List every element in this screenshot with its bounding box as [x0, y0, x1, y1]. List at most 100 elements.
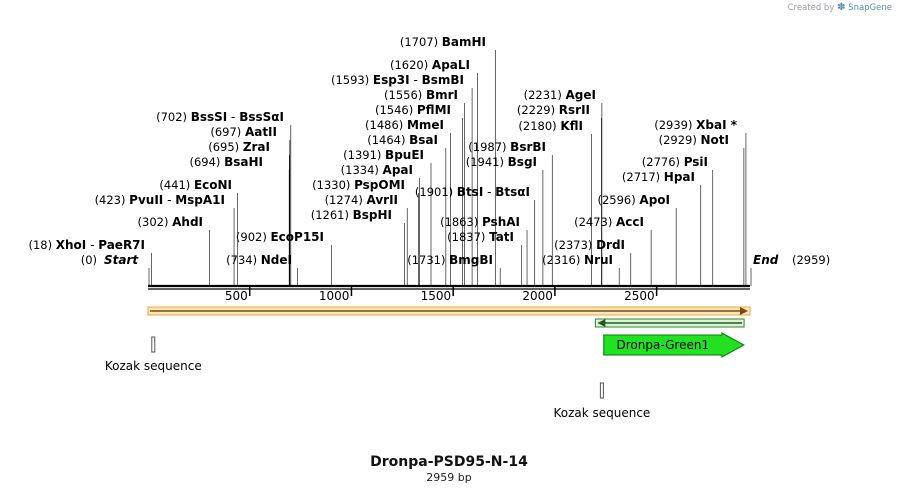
site-label[interactable]: (1837) TatI: [447, 230, 514, 244]
restriction-site[interactable]: (2180) KflI: [518, 119, 592, 285]
restriction-site[interactable]: (1274) AvrII: [325, 193, 408, 285]
restriction-site[interactable]: (734) NdeI: [226, 253, 298, 285]
restriction-site[interactable]: (1987) BsrBI: [468, 140, 553, 285]
site-label[interactable]: (302) AhdI: [138, 215, 203, 229]
site-label[interactable]: (1620) ApaLI: [390, 58, 470, 72]
restriction-site[interactable]: (695) ZraI: [208, 140, 290, 285]
cds-arrow[interactable]: [603, 332, 745, 358]
site-label[interactable]: (1391) BpuEI: [343, 148, 424, 162]
site-label[interactable]: (734) NdeI: [226, 253, 292, 267]
site-label[interactable]: (2316) NruI: [542, 253, 613, 267]
restriction-site[interactable]: (2316) NruI: [542, 253, 620, 285]
site-position: (1593): [331, 73, 373, 87]
site-label[interactable]: (1261) BspHI: [311, 208, 392, 222]
site-label[interactable]: (1987) BsrBI: [468, 140, 546, 154]
restriction-site[interactable]: (2596) ApoI: [598, 193, 677, 285]
site-label[interactable]: (1593) Esp3I - BsmBI: [331, 73, 464, 87]
site-label[interactable]: (2473) AccI: [574, 215, 644, 229]
feature-dronpa-green1[interactable]: Dronpa-Green1: [603, 332, 745, 358]
restriction-site[interactable]: (1901) BtsI - BtsαI: [415, 185, 536, 285]
restriction-site[interactable]: (1731) BmgBI: [407, 253, 501, 285]
restriction-site[interactable]: (1261) BspHI: [311, 208, 405, 285]
restriction-site[interactable]: (1941) BsgI: [466, 155, 544, 285]
site-label[interactable]: (1863) PshAI: [440, 215, 520, 229]
site-position: (1863): [440, 215, 482, 229]
restriction-site[interactable]: (1486) MmeI: [365, 118, 451, 285]
site-label[interactable]: (423) PvuII - MspA1I: [95, 193, 225, 207]
restriction-site[interactable]: (1464) BsaI: [367, 133, 447, 285]
site-label[interactable]: (902) EcoP15I: [236, 230, 324, 244]
restriction-site[interactable]: (2373) DrdI: [554, 238, 632, 285]
restriction-site[interactable]: (2776) PsiI: [642, 155, 714, 285]
restriction-site[interactable]: (1334) ApaI: [341, 163, 420, 285]
site-enzyme-name: AccI: [616, 215, 644, 229]
site-name-separator: -: [163, 193, 175, 207]
site-label[interactable]: (1546) PflMI: [375, 103, 451, 117]
site-label[interactable]: (694) BsaHI: [190, 155, 264, 169]
site-label[interactable]: (18) XhoI - PaeR7I: [28, 238, 145, 252]
site-label[interactable]: (695) ZraI: [208, 140, 270, 154]
site-label[interactable]: (1731) BmgBI: [407, 253, 493, 267]
restriction-site[interactable]: (2939) XbaI *: [654, 118, 747, 285]
orf-arrow-head: [740, 307, 748, 315]
restriction-site[interactable]: (702) BssSI - BssSαI: [156, 110, 292, 285]
site-label[interactable]: (2373) DrdI: [554, 238, 625, 252]
end-position: (2959): [792, 253, 830, 267]
restriction-site[interactable]: (1863) PshAI: [440, 215, 528, 285]
site-label[interactable]: (1334) ApaI: [341, 163, 413, 177]
restriction-site[interactable]: (1330) PspOMI: [312, 178, 419, 285]
site-label[interactable]: (2231) AgeI: [524, 88, 596, 102]
site-enzyme-name: BsaHI: [224, 155, 263, 169]
ruler-tick-label: 1500: [421, 289, 452, 303]
restriction-site[interactable]: (441) EcoNI: [159, 178, 239, 285]
restriction-site[interactable]: (2229) RsrII: [517, 103, 602, 285]
restriction-site[interactable]: (1620) ApaLI: [390, 58, 478, 285]
restriction-site[interactable]: (902) EcoP15I: [236, 230, 332, 285]
restriction-site[interactable]: (1556) BmrI: [384, 88, 465, 285]
kozak-label: Kozak sequence: [105, 359, 202, 373]
site-position: (18): [28, 238, 55, 252]
site-label[interactable]: (1707) BamHI: [400, 35, 486, 49]
site-position: (695): [208, 140, 243, 154]
site-position: (1901): [415, 185, 457, 199]
site-label[interactable]: (2596) ApoI: [598, 193, 671, 207]
restriction-site[interactable]: (1391) BpuEI: [343, 148, 432, 285]
site-label[interactable]: (2939) XbaI *: [654, 118, 737, 132]
site-label[interactable]: (1556) BmrI: [384, 88, 458, 102]
site-label[interactable]: (702) BssSI - BssSαI: [156, 110, 284, 124]
site-enzyme-name: XbaI *: [696, 118, 738, 132]
restriction-site[interactable]: (1593) Esp3I - BsmBI: [331, 73, 473, 285]
kozak-marker[interactable]: [151, 336, 156, 353]
site-label[interactable]: (2929) NotI: [659, 133, 729, 147]
kozak-marker[interactable]: [599, 382, 604, 399]
restriction-site[interactable]: (1707) BamHI: [400, 35, 496, 285]
site-label[interactable]: (2180) KflI: [518, 119, 583, 133]
site-label[interactable]: (697) AatII: [210, 125, 277, 139]
site-label[interactable]: (1486) MmeI: [365, 118, 444, 132]
site-label[interactable]: (1274) AvrII: [325, 193, 398, 207]
restriction-site[interactable]: (302) AhdI: [138, 215, 210, 285]
restriction-site[interactable]: (2231) AgeI: [524, 88, 603, 285]
site-label[interactable]: (1941) BsgI: [466, 155, 537, 169]
restriction-site[interactable]: (2473) AccI: [574, 215, 652, 285]
site-position: (2717): [622, 170, 664, 184]
site-enzyme-name: TatI: [489, 230, 514, 244]
restriction-site[interactable]: (18) XhoI - PaeR7I: [28, 238, 152, 285]
restriction-site[interactable]: (2717) HpaI: [622, 170, 702, 285]
site-position: (1546): [375, 103, 417, 117]
restriction-site[interactable]: (2929) NotI: [659, 133, 745, 285]
site-label[interactable]: (2717) HpaI: [622, 170, 695, 184]
site-label[interactable]: (1330) PspOMI: [312, 178, 405, 192]
site-label[interactable]: (441) EcoNI: [159, 178, 232, 192]
restriction-site[interactable]: (423) PvuII - MspA1I: [95, 193, 235, 285]
restriction-site[interactable]: (1837) TatI: [447, 230, 523, 285]
site-label[interactable]: (2776) PsiI: [642, 155, 708, 169]
site-label[interactable]: (1464) BsaI: [367, 133, 438, 147]
site-enzyme-name: PsiI: [684, 155, 708, 169]
restriction-site[interactable]: (697) AatII: [210, 125, 291, 285]
site-label[interactable]: (2229) RsrII: [517, 103, 590, 117]
site-enzyme-name: KflI: [560, 119, 583, 133]
site-position: (1941): [466, 155, 508, 169]
restriction-site[interactable]: (1546) PflMI: [375, 103, 463, 285]
site-label[interactable]: (1901) BtsI - BtsαI: [415, 185, 530, 199]
